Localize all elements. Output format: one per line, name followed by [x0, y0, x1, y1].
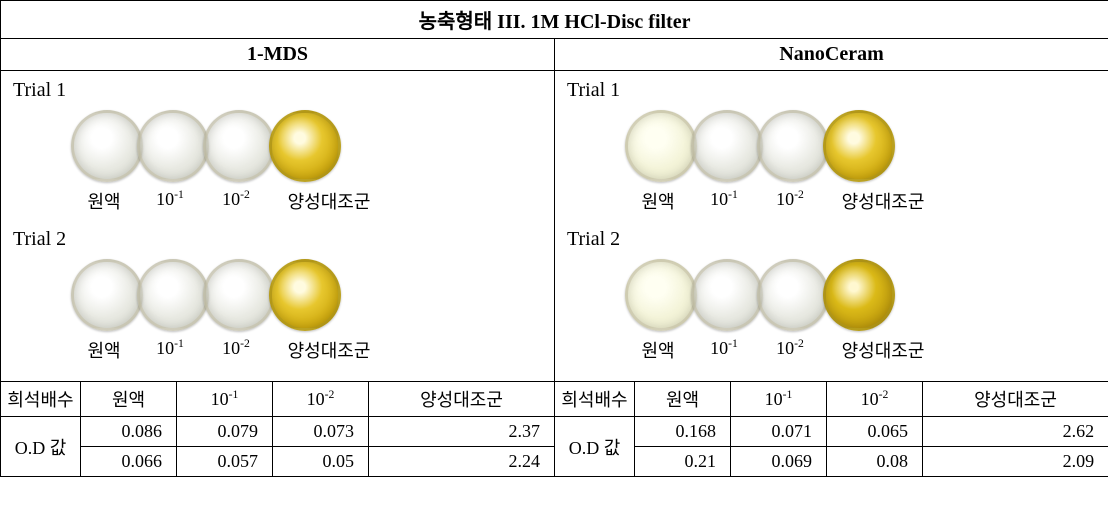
col-pos: 양성대조군	[369, 382, 555, 417]
col-dilution-label: 희석배수	[555, 382, 635, 417]
well-label-stock: 원액	[625, 188, 691, 214]
well-stock	[71, 110, 143, 182]
well-label-d2: 10-2	[757, 188, 823, 214]
col-stock: 원액	[81, 382, 177, 417]
od-value: 0.21	[635, 447, 731, 477]
well-label-d1: 10-1	[691, 337, 757, 363]
left-column-header: 1-MDS	[1, 39, 555, 71]
well-labels-row: 원액 10-1 10-2 양성대조군	[71, 188, 542, 214]
well-d2	[203, 259, 275, 331]
od-value: 0.069	[731, 447, 827, 477]
well-label-stock: 원액	[71, 188, 137, 214]
od-value: 0.168	[635, 417, 731, 447]
col-d2: 10-2	[273, 382, 369, 417]
od-value: 0.08	[827, 447, 923, 477]
well-labels-row: 원액 10-1 10-2 양성대조군	[71, 337, 542, 363]
right-trials-cell: Trial 1 원액 10-1 10-2 양성대조군 Trial 2 원액 10…	[555, 71, 1108, 382]
od-value: 0.05	[273, 447, 369, 477]
od-value: 2.62	[923, 417, 1108, 447]
well-label-d1: 10-1	[137, 337, 203, 363]
od-value: 2.24	[369, 447, 555, 477]
well-label-pos: 양성대조군	[823, 337, 943, 363]
well-d2	[203, 110, 275, 182]
well-positive	[823, 259, 895, 331]
well-label-d1: 10-1	[137, 188, 203, 214]
trial2-label: Trial 2	[567, 228, 1096, 251]
od-label-left: O.D 값	[1, 417, 81, 477]
right-trial2-wells: 원액 10-1 10-2 양성대조군	[625, 259, 1096, 363]
well-label-pos: 양성대조군	[269, 188, 389, 214]
well-label-pos: 양성대조군	[823, 188, 943, 214]
od-value: 0.065	[827, 417, 923, 447]
well-stock	[625, 259, 697, 331]
well-row	[625, 259, 1096, 331]
od-value: 0.086	[81, 417, 177, 447]
trial2-label: Trial 2	[13, 228, 542, 251]
well-labels-row: 원액 10-1 10-2 양성대조군	[625, 188, 1096, 214]
trial1-label: Trial 1	[13, 79, 542, 102]
well-label-d2: 10-2	[203, 188, 269, 214]
left-trials-cell: Trial 1 원액 10-1 10-2 양성대조군 Trial 2 원액 10…	[1, 71, 555, 382]
well-label-d1: 10-1	[691, 188, 757, 214]
od-value: 0.071	[731, 417, 827, 447]
od-value: 0.066	[81, 447, 177, 477]
well-d1	[691, 259, 763, 331]
well-d2	[757, 110, 829, 182]
table-title: 농축형태 III. 1M HCl-Disc filter	[1, 1, 1108, 39]
well-d1	[691, 110, 763, 182]
od-label-right: O.D 값	[555, 417, 635, 477]
well-label-stock: 원액	[625, 337, 691, 363]
col-d1: 10-1	[177, 382, 273, 417]
col-d2: 10-2	[827, 382, 923, 417]
well-d1	[137, 259, 209, 331]
right-column-header: NanoCeram	[555, 39, 1108, 71]
well-stock	[71, 259, 143, 331]
well-row	[71, 110, 542, 182]
well-d2	[757, 259, 829, 331]
od-value: 2.09	[923, 447, 1108, 477]
well-d1	[137, 110, 209, 182]
well-label-d2: 10-2	[203, 337, 269, 363]
well-label-pos: 양성대조군	[269, 337, 389, 363]
od-value: 2.37	[369, 417, 555, 447]
col-d1: 10-1	[731, 382, 827, 417]
od-value: 0.073	[273, 417, 369, 447]
col-pos: 양성대조군	[923, 382, 1108, 417]
left-trial1-wells: 원액 10-1 10-2 양성대조군	[71, 110, 542, 214]
well-label-d2: 10-2	[757, 337, 823, 363]
well-row	[625, 110, 1096, 182]
well-row	[71, 259, 542, 331]
well-labels-row: 원액 10-1 10-2 양성대조군	[625, 337, 1096, 363]
well-positive	[269, 110, 341, 182]
well-positive	[269, 259, 341, 331]
col-dilution-label: 희석배수	[1, 382, 81, 417]
right-trial1-wells: 원액 10-1 10-2 양성대조군	[625, 110, 1096, 214]
well-positive	[823, 110, 895, 182]
left-trial2-wells: 원액 10-1 10-2 양성대조군	[71, 259, 542, 363]
od-value: 0.057	[177, 447, 273, 477]
experiment-table: 농축형태 III. 1M HCl-Disc filter 1-MDS NanoC…	[0, 0, 1108, 477]
trial1-label: Trial 1	[567, 79, 1096, 102]
col-stock: 원액	[635, 382, 731, 417]
well-label-stock: 원액	[71, 337, 137, 363]
od-value: 0.079	[177, 417, 273, 447]
well-stock	[625, 110, 697, 182]
